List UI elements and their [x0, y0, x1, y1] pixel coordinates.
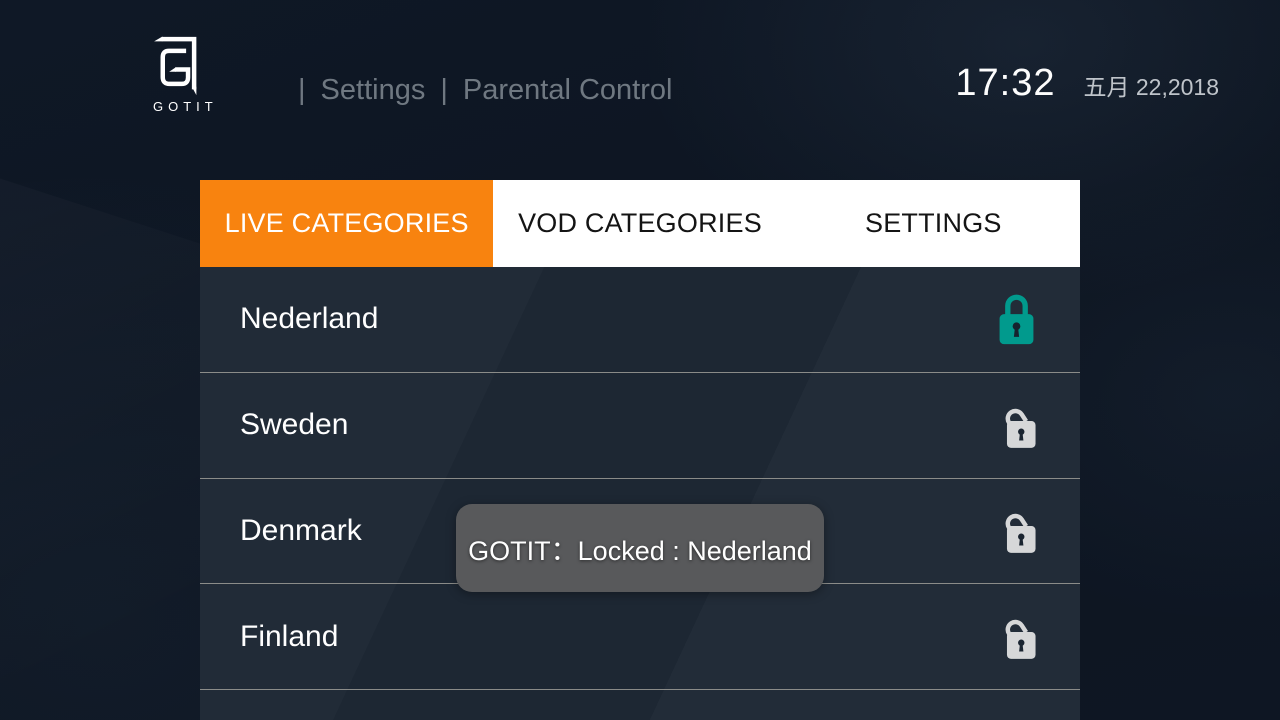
toast-notification: GOTIT：Locked : Nederland: [456, 504, 824, 592]
category-row[interactable]: Finland: [200, 584, 1080, 690]
clock-date: 五月 22,2018: [1083, 74, 1219, 100]
breadcrumb-item-settings: Settings: [320, 74, 426, 106]
lock-open-icon: [990, 397, 1040, 454]
tab-vod-categories[interactable]: VOD CATEGORIES: [493, 180, 786, 267]
category-label: Finland: [240, 619, 339, 653]
gotit-logo-label: GOTIT: [153, 99, 218, 114]
gotit-logo: GOTIT: [148, 32, 214, 114]
breadcrumb-item-parental-control: Parental Control: [462, 74, 673, 106]
breadcrumb-separator: |: [298, 74, 306, 106]
category-list: Nederland Sweden Denmark: [200, 267, 1080, 690]
tab-settings[interactable]: SETTINGS: [787, 180, 1080, 267]
lock-open-icon: [990, 608, 1040, 665]
lock-open-icon: [990, 502, 1040, 559]
gotit-logo-icon: [148, 32, 214, 98]
tab-bar: LIVE CATEGORIES VOD CATEGORIES SETTINGS: [200, 180, 1080, 267]
clock-time: 17:32: [955, 62, 1056, 104]
category-label: Sweden: [240, 408, 349, 442]
tab-live-categories[interactable]: LIVE CATEGORIES: [200, 180, 494, 267]
breadcrumb: | Settings | Parental Control: [298, 74, 672, 107]
parental-control-panel: LIVE CATEGORIES VOD CATEGORIES SETTINGS …: [200, 180, 1080, 720]
category-row[interactable]: Nederland: [200, 267, 1080, 373]
category-row[interactable]: Sweden: [200, 373, 1080, 479]
category-label: Nederland: [240, 302, 379, 336]
category-label: Denmark: [240, 513, 362, 547]
lock-closed-icon: [993, 290, 1040, 348]
breadcrumb-separator: |: [440, 74, 448, 106]
clock: 17:32 五月 22,2018: [955, 62, 1219, 105]
toast-message: GOTIT：Locked : Nederland: [468, 535, 812, 566]
top-bar: GOTIT | Settings | Parental Control 17:3…: [0, 0, 1280, 150]
